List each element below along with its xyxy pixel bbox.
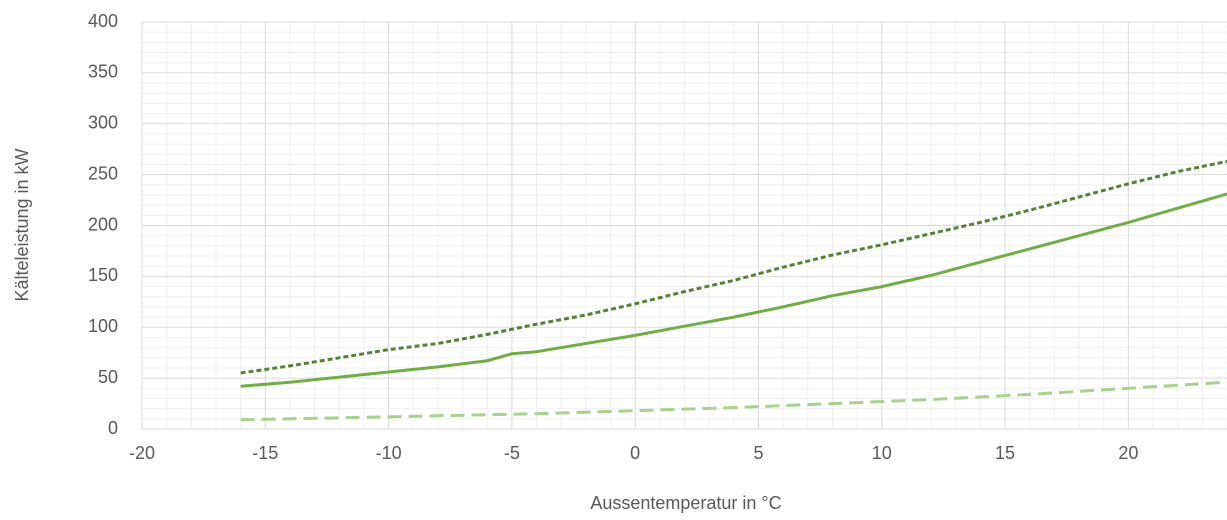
y-tick-label: 300 — [88, 113, 118, 133]
y-tick-label: 150 — [88, 265, 118, 285]
series-line-solid — [240, 192, 1227, 388]
x-axis-title: Aussentemperatur in °C — [590, 493, 781, 513]
x-axis-ticks: -20 -15 -10 -5 0 5 10 15 20 — [129, 443, 1138, 463]
series-line-dotted — [240, 159, 1227, 375]
x-tick-label: -5 — [504, 443, 520, 463]
series-line-dashed — [240, 380, 1227, 422]
x-tick-label: 20 — [1118, 443, 1138, 463]
y-tick-label: 350 — [88, 62, 118, 82]
x-tick-label: 15 — [995, 443, 1015, 463]
y-tick-label: 250 — [88, 163, 118, 183]
y-axis-ticks: 0 50 100 150 200 250 300 350 400 — [88, 11, 118, 438]
x-tick-label: -15 — [252, 443, 278, 463]
y-tick-label: 0 — [108, 418, 118, 438]
y-tick-label: 50 — [98, 367, 118, 387]
y-tick-label: 400 — [88, 11, 118, 31]
x-tick-label: 0 — [630, 443, 640, 463]
y-tick-label: 200 — [88, 214, 118, 234]
y-tick-label: 100 — [88, 316, 118, 336]
x-tick-label: 5 — [753, 443, 763, 463]
major-gridlines — [141, 21, 1227, 430]
x-tick-label: -20 — [129, 443, 155, 463]
x-tick-label: -10 — [376, 443, 402, 463]
x-tick-label: 10 — [872, 443, 892, 463]
y-axis-title: Kälteleistung in kW — [12, 148, 32, 301]
series-layer — [240, 159, 1227, 422]
